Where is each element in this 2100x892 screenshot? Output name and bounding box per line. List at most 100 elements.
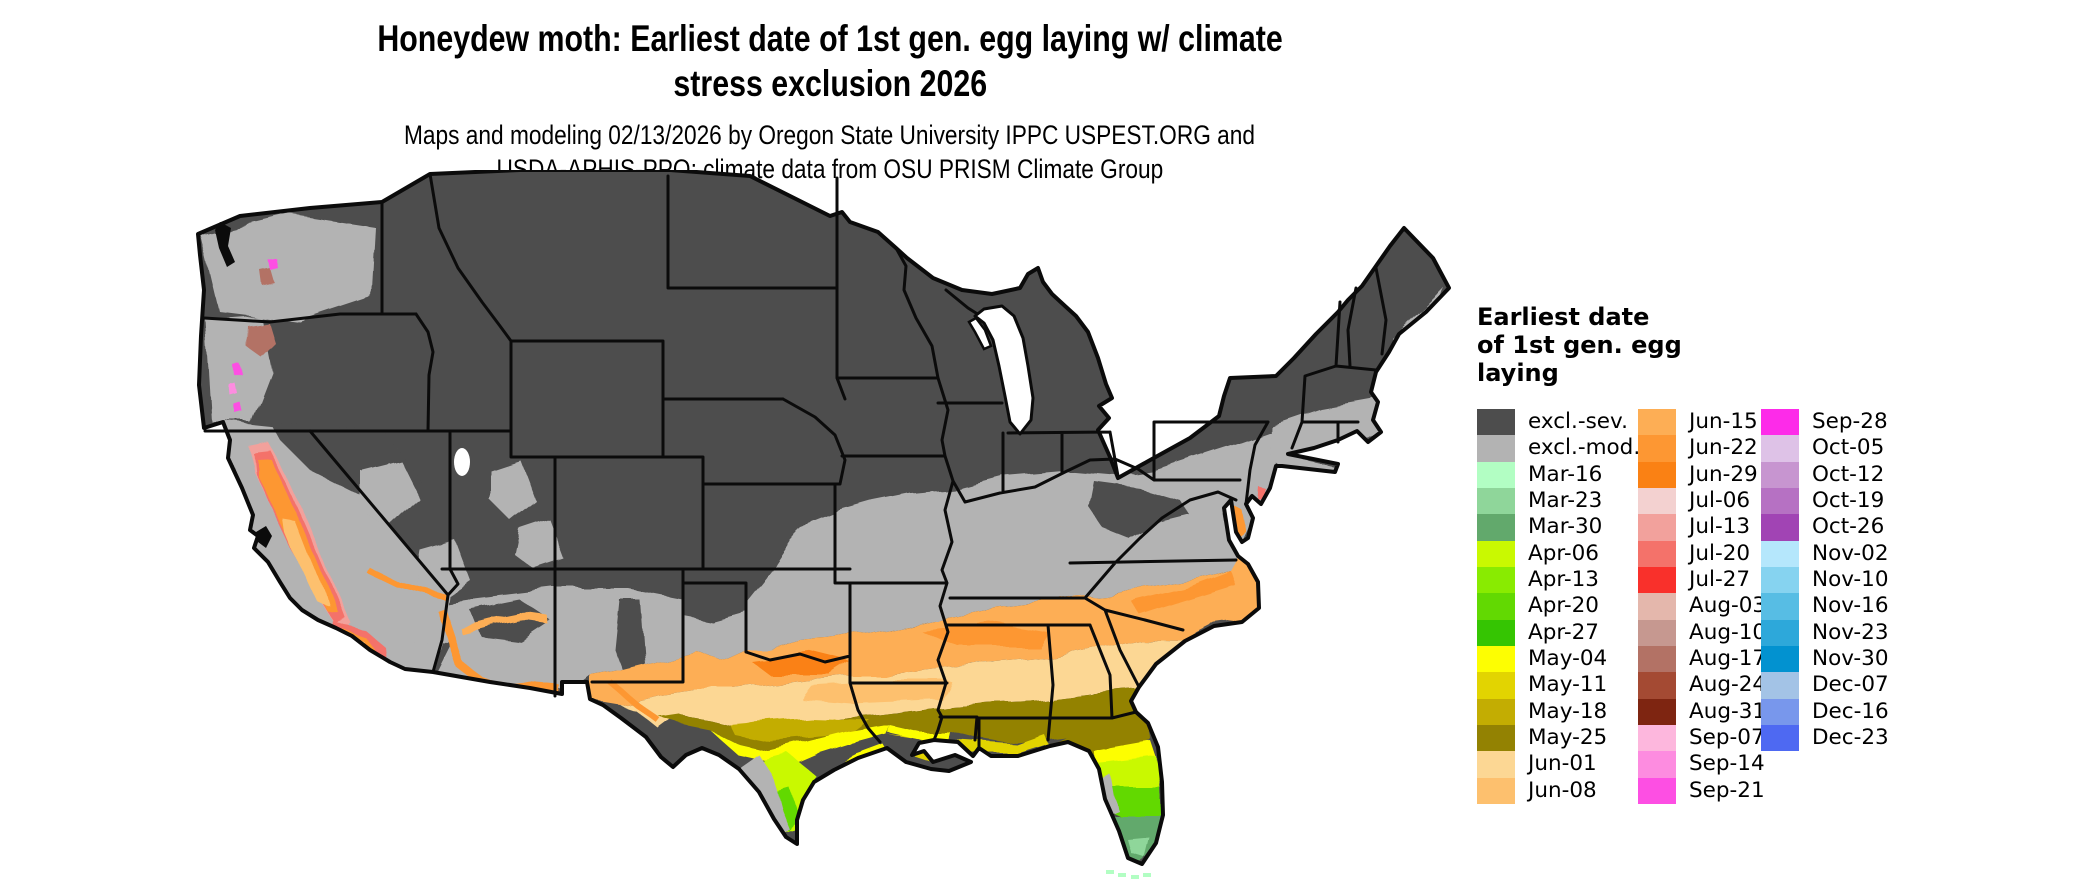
legend-label: Jul-06 [1689, 487, 1751, 513]
legend-row: Jul-13 [1638, 514, 1766, 541]
florida-keys [1106, 870, 1151, 879]
great-salt-lake [454, 448, 470, 476]
legend-row: Dec-23 [1761, 724, 1889, 752]
legend-label: Oct-05 [1812, 435, 1885, 461]
page-subtitle: Maps and modeling 02/13/2026 by Oregon S… [0, 118, 1660, 186]
lake-michigan [973, 304, 1035, 436]
legend-swatch [1477, 645, 1515, 673]
legend-row: excl.-sev. [1477, 409, 1640, 436]
legend-row: Sep-28 [1761, 409, 1889, 436]
legend-column-1: excl.-sev. excl.-mod. Mar-16 Mar-23 Mar-30 Ap… [1477, 409, 1640, 804]
legend-swatch [1638, 435, 1676, 462]
legend-row: Nov-16 [1761, 593, 1889, 620]
legend-swatch [1477, 461, 1515, 488]
legend-swatch [1477, 619, 1515, 646]
legend-row: May-25 [1477, 724, 1640, 752]
legend-swatch [1638, 698, 1676, 725]
legend-swatch [1638, 672, 1676, 699]
legend-column-2: Jun-15 Jun-22 Jun-29 Jul-06 Jul-13 Jul-20 Jul-… [1638, 409, 1766, 804]
puget-sound-inlet [215, 222, 235, 267]
legend-row: Aug-17 [1638, 645, 1767, 673]
legend-swatch [1638, 540, 1676, 567]
legend-label: Jun-15 [1689, 409, 1758, 434]
legend-row: Mar-30 [1477, 514, 1640, 541]
legend-label: Apr-06 [1528, 540, 1599, 566]
legend-row: Jul-06 [1638, 487, 1766, 515]
legend-label: Nov-16 [1812, 593, 1889, 619]
green-bay [967, 316, 993, 351]
legend-row: Jul-20 [1638, 540, 1766, 567]
legend-row: Aug-03 [1638, 593, 1766, 620]
legend-row: Mar-16 [1477, 461, 1640, 488]
legend-row: Aug-31 [1638, 698, 1767, 725]
legend-label: Mar-23 [1528, 487, 1603, 513]
legend-swatch [1761, 672, 1799, 699]
legend-label: Dec-23 [1812, 724, 1889, 750]
legend-label: Nov-10 [1812, 566, 1889, 592]
legend-label: excl.-mod. [1528, 435, 1641, 461]
legend-label: Nov-02 [1812, 540, 1889, 566]
legend-swatch [1477, 514, 1515, 541]
legend-swatch [1761, 409, 1799, 436]
us-map-svg [196, 170, 1451, 879]
legend-label: Jun-01 [1528, 751, 1597, 777]
legend-swatch [1761, 487, 1799, 515]
legend-swatch [1761, 435, 1799, 462]
legend-swatch [1761, 566, 1799, 594]
legend-swatch [1761, 724, 1799, 752]
legend-row: Nov-02 [1761, 540, 1889, 567]
legend-swatch [1477, 751, 1515, 778]
legend-row: Oct-19 [1761, 487, 1889, 515]
legend-swatch [1638, 645, 1676, 673]
legend-swatch [1477, 724, 1515, 752]
legend-label: Nov-30 [1812, 645, 1889, 671]
legend-swatch [1761, 514, 1799, 541]
page-title: Honeydew moth: Earliest date of 1st gen.… [0, 16, 1660, 106]
state-borders [202, 172, 1388, 750]
legend-row: May-04 [1477, 645, 1640, 673]
legend-label: Mar-30 [1528, 514, 1603, 540]
legend-row: Sep-07 [1638, 724, 1766, 752]
legend-swatch [1761, 593, 1799, 620]
legend-row: excl.-mod. [1477, 435, 1641, 462]
legend-row: Apr-27 [1477, 619, 1640, 646]
legend-row: Jul-27 [1638, 566, 1766, 594]
legend-label: May-25 [1528, 724, 1608, 750]
legend-title-line-1: Earliest date [1477, 303, 1650, 331]
legend-swatch [1761, 540, 1799, 567]
legend-label: Mar-16 [1528, 461, 1603, 487]
legend-label: excl.-sev. [1528, 409, 1628, 434]
legend-label: Jul-20 [1689, 540, 1751, 566]
legend-label: May-18 [1528, 698, 1608, 724]
legend-swatch [1638, 487, 1676, 515]
legend-swatch [1477, 593, 1515, 620]
legend-row: Jun-15 [1638, 409, 1766, 436]
legend-column-3: Sep-28 Oct-05 Oct-12 Oct-19 Oct-26 Nov-02 Nov-… [1761, 409, 1889, 752]
legend-row: Jun-22 [1638, 435, 1766, 462]
legend-swatch [1477, 777, 1515, 804]
legend-label: Sep-28 [1812, 409, 1888, 434]
legend-swatch [1638, 409, 1676, 436]
legend-label: Oct-19 [1812, 487, 1885, 513]
us-choropleth-map [190, 170, 1460, 892]
legend-label: Dec-16 [1812, 698, 1889, 724]
legend-swatch [1638, 777, 1676, 804]
legend-title-line-3: laying [1477, 359, 1559, 387]
legend-row: Oct-05 [1761, 435, 1889, 462]
legend-label: Aug-31 [1689, 698, 1767, 724]
legend-row: Apr-06 [1477, 540, 1640, 567]
legend-row: Nov-23 [1761, 619, 1889, 646]
legend-swatch [1477, 435, 1515, 462]
legend-label: Jun-29 [1689, 461, 1758, 487]
title-line-1: Honeydew moth: Earliest date of 1st gen.… [377, 18, 1283, 59]
legend-swatch [1477, 566, 1515, 594]
legend-label: Aug-17 [1689, 645, 1767, 671]
legend-row: Dec-07 [1761, 672, 1889, 699]
legend-label: Sep-07 [1689, 724, 1765, 750]
legend-swatch [1761, 645, 1799, 673]
legend-row: Sep-14 [1638, 751, 1766, 778]
legend-label: Oct-26 [1812, 514, 1885, 540]
legend-label: Sep-21 [1689, 777, 1765, 803]
legend-row: Mar-23 [1477, 487, 1640, 515]
legend-row: Apr-20 [1477, 593, 1640, 620]
